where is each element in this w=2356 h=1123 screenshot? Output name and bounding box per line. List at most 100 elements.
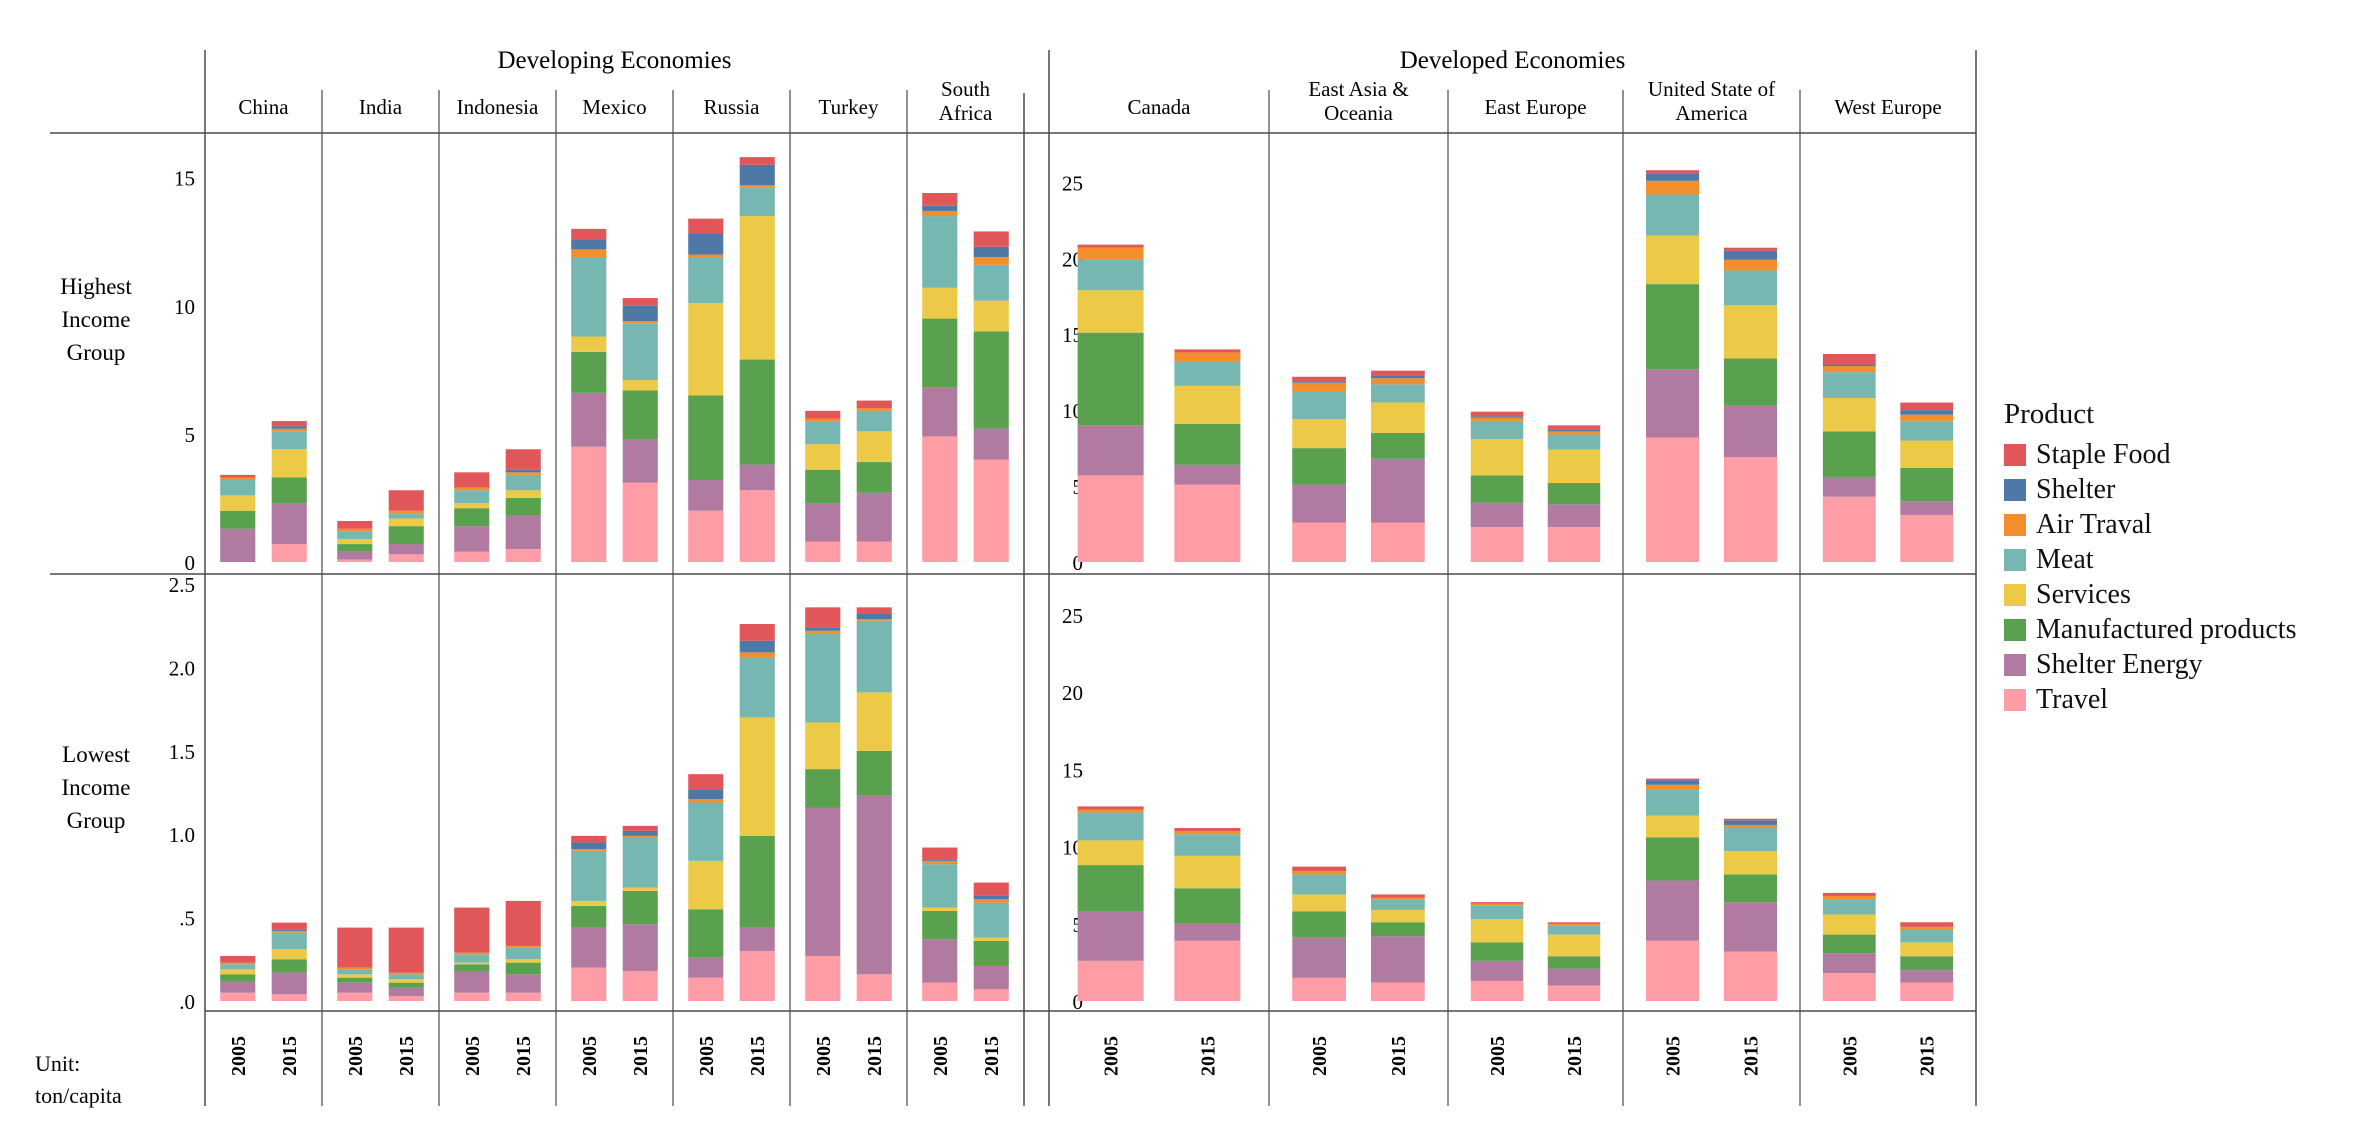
bar-segment-russia-2015-travel-low (739, 950, 775, 1001)
bar-segment-india-2005-air-traval-low (337, 967, 373, 970)
bar-segment-india-2015-meat-high (388, 513, 424, 519)
bar-segment-mexico-2015-shelter-high (622, 305, 658, 322)
bar-segment-mexico-2005-shelter-low (571, 842, 607, 850)
bar-segment-canada-2005-shelter-energy-high (1077, 425, 1144, 476)
bar-segment-west-europe-2005-staple-food-low (1822, 892, 1876, 896)
bar-segment-india-2015-manufactured-products-high (388, 526, 424, 545)
bar-segment-russia-2005-services-high (688, 303, 724, 396)
year-label-indonesia-2015: 2015 (513, 1036, 535, 1076)
year-label-turkey-2015: 2015 (864, 1036, 886, 1076)
bar-segment-west-europe-2015-meat-high (1900, 420, 1954, 441)
bar-segment-east-europe-2015-meat-high (1547, 434, 1601, 450)
bar-segment-east-asia-and-oceania-2015-manufactured-products-low (1371, 922, 1425, 937)
bar-segment-indonesia-2015-staple-food-low (505, 900, 541, 946)
bar-segment-east-asia-and-oceania-2005-meat-high (1292, 391, 1346, 420)
bar-segment-south-africa-2015-travel-high (973, 459, 1009, 562)
region-label-turkey: Turkey (819, 95, 879, 119)
bar-segment-south-africa-2015-manufactured-products-low (973, 940, 1009, 966)
bar-segment-russia-2015-manufactured-products-low (739, 835, 775, 928)
bar-segment-west-europe-2015-travel-low (1900, 982, 1954, 1001)
bar-segment-united-state-of-america-2005-services-low (1646, 815, 1700, 838)
bar-segment-turkey-2005-services-high (805, 444, 841, 470)
bar-segment-east-asia-and-oceania-2005-manufactured-products-high (1292, 448, 1346, 485)
legend-swatch-staple-food (2004, 443, 2026, 466)
region-label-east-europe: East Europe (1484, 95, 1586, 119)
bar-segment-south-africa-2015-services-high (973, 300, 1009, 332)
year-label-united-state-of-america-2015: 2015 (1740, 1036, 1762, 1076)
bar-segment-united-state-of-america-2015-meat-high (1723, 270, 1777, 306)
bar-segment-russia-2005-staple-food-high (688, 218, 724, 234)
bar-segment-east-europe-2015-staple-food-low (1547, 922, 1601, 924)
bar-segment-west-europe-2005-manufactured-products-low (1822, 934, 1876, 954)
bar-segment-india-2015-shelter-energy-high (388, 544, 424, 555)
bar-segment-mexico-2005-travel-high (571, 446, 607, 562)
bar-segment-india-2005-staple-food-high (337, 521, 373, 529)
bar-segment-canada-2005-meat-high (1077, 259, 1144, 291)
bar-segment-west-europe-2015-air-traval-low (1900, 926, 1954, 930)
bar-segment-china-2005-air-traval-low (220, 962, 256, 965)
bar-segment-east-europe-2015-services-high (1547, 449, 1601, 484)
legend-item-air-traval: Air Traval (2004, 507, 2296, 542)
bar-segment-united-state-of-america-2015-travel-low (1723, 951, 1777, 1001)
bar-segment-india-2015-manufactured-products-low (388, 982, 424, 988)
row-label-highest-income-group: Highest Income Group (60, 274, 132, 365)
bar-segment-russia-2005-travel-high (688, 510, 724, 562)
dev-high-tick-label: 10 (174, 295, 195, 319)
bar-segment-india-2005-shelter-energy-high (337, 551, 373, 560)
bar-segment-east-asia-and-oceania-2005-air-traval-high (1292, 382, 1346, 392)
ded-high-tick-label: 25 (1062, 171, 1083, 195)
bar-segment-mexico-2015-shelter-energy-high (622, 439, 658, 483)
bar-segment-mexico-2015-shelter-low (622, 830, 658, 836)
region-label-mexico: Mexico (582, 95, 646, 119)
bar-segment-united-state-of-america-2005-travel-low (1646, 940, 1700, 1001)
bar-segment-united-state-of-america-2015-shelter-low (1723, 820, 1777, 825)
bar-segment-united-state-of-america-2015-shelter-energy-low (1723, 902, 1777, 952)
bar-segment-turkey-2015-manufactured-products-high (856, 462, 892, 493)
bar-segment-east-europe-2005-meat-high (1470, 420, 1524, 439)
bar-segment-turkey-2015-staple-food-high (856, 400, 892, 409)
year-label-east-asia-and-oceania-2005: 2005 (1309, 1036, 1331, 1076)
dev-low-tick-label: .0 (179, 990, 195, 1014)
bar-segment-united-state-of-america-2005-meat-high (1646, 194, 1700, 236)
bar-segment-russia-2015-shelter-energy-high (739, 464, 775, 491)
bar-segment-west-europe-2015-manufactured-products-low (1900, 956, 1954, 971)
bar-segment-china-2015-meat-high (271, 431, 307, 450)
bar-segment-east-asia-and-oceania-2015-staple-food-high (1371, 370, 1425, 376)
bar-segment-india-2005-staple-food-low (337, 927, 373, 968)
bar-segment-russia-2015-air-traval-low (739, 652, 775, 658)
bar-segment-west-europe-2015-meat-low (1900, 929, 1954, 943)
year-label-india-2015: 2015 (396, 1036, 418, 1076)
bar-segment-mexico-2005-shelter-energy-low (571, 927, 607, 968)
bar-segment-india-2005-travel-high (337, 559, 373, 562)
bar-segment-canada-2015-staple-food-high (1174, 349, 1241, 353)
bar-segment-china-2015-travel-high (271, 544, 307, 562)
bar-segment-china-2005-services-high (220, 495, 256, 511)
bar-segment-mexico-2005-shelter-high (571, 239, 607, 250)
bar-segment-russia-2015-services-high (739, 216, 775, 360)
bar-segment-south-africa-2005-travel-high (922, 436, 958, 562)
bar-segment-turkey-2015-manufactured-products-low (856, 750, 892, 796)
bar-segment-turkey-2015-services-low (856, 692, 892, 751)
bar-segment-indonesia-2015-meat-high (505, 474, 541, 491)
bar-segment-indonesia-2005-services-low (454, 962, 490, 965)
row-label-lowest-income-group: Lowest Income Group (62, 742, 131, 833)
bar-segment-mexico-2005-shelter-energy-high (571, 392, 607, 447)
bar-segment-india-2015-meat-low (388, 974, 424, 980)
bar-segment-west-europe-2005-services-low (1822, 914, 1876, 935)
bar-segment-canada-2015-meat-low (1174, 834, 1241, 856)
bar-segment-east-asia-and-oceania-2015-shelter-high (1371, 375, 1425, 379)
dev-low-tick-label: 1.0 (169, 823, 195, 847)
bar-segment-east-europe-2005-meat-low (1470, 905, 1524, 920)
bar-segment-china-2005-meat-high (220, 480, 256, 496)
bar-segment-russia-2005-shelter-high (688, 234, 724, 255)
year-label-west-europe-2005: 2005 (1839, 1036, 1861, 1076)
year-label-canada-2005: 2005 (1101, 1036, 1123, 1076)
year-label-china-2015: 2015 (279, 1036, 301, 1076)
bar-segment-united-state-of-america-2005-shelter-high (1646, 173, 1700, 181)
bar-segment-east-asia-and-oceania-2005-meat-low (1292, 874, 1346, 895)
bar-segment-west-europe-2015-services-low (1900, 942, 1954, 957)
year-label-east-europe-2005: 2005 (1487, 1036, 1509, 1076)
bar-segment-mexico-2005-manufactured-products-high (571, 351, 607, 393)
bar-segment-russia-2005-air-traval-high (688, 254, 724, 258)
bar-segment-mexico-2005-air-traval-high (571, 249, 607, 258)
